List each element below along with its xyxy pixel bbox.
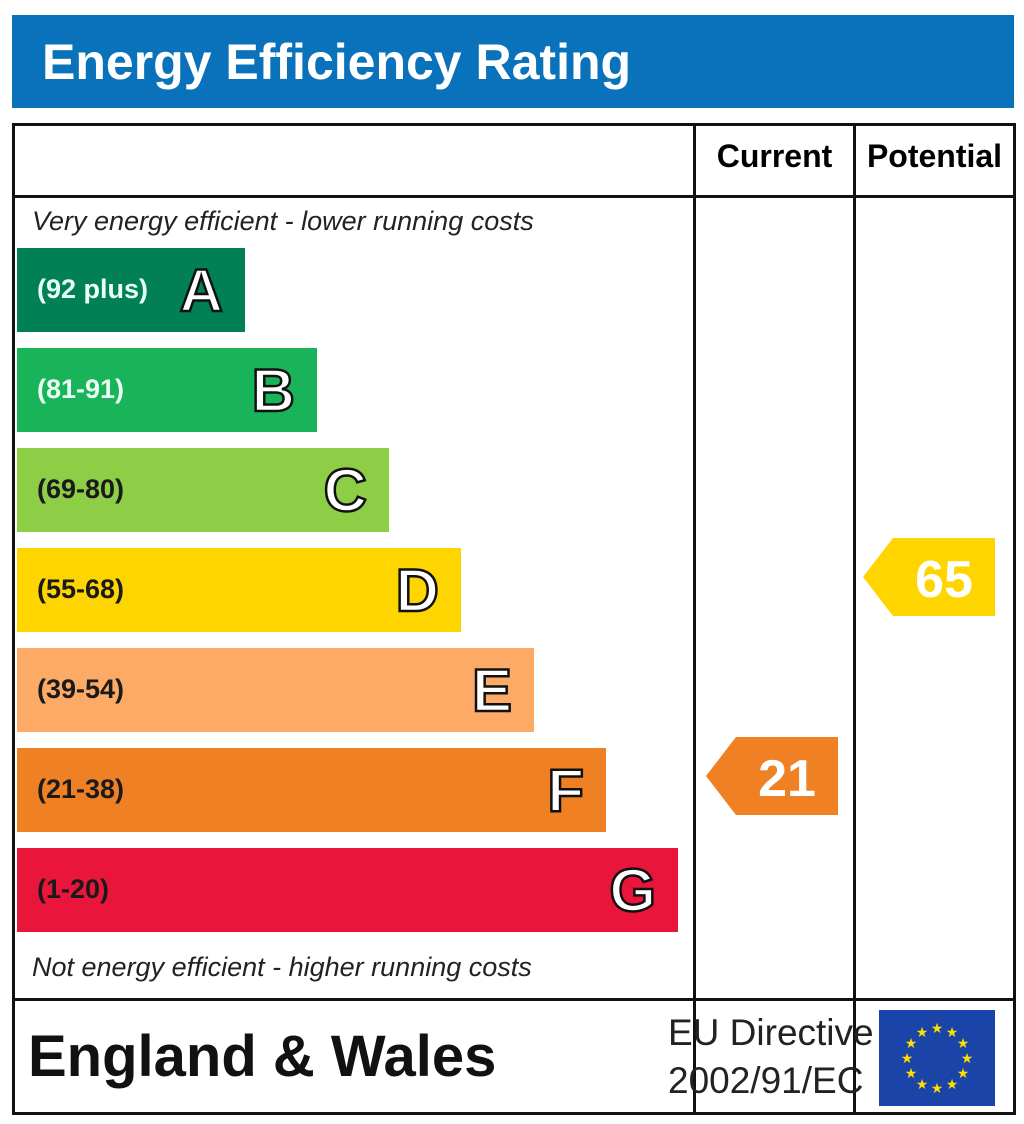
header-divider xyxy=(15,195,1013,198)
star-icon: ★ xyxy=(957,1035,970,1051)
eu-flag-icon: ★ ★ ★ ★ ★ ★ ★ ★ ★ ★ ★ ★ xyxy=(879,1010,995,1106)
star-icon: ★ xyxy=(901,1050,914,1066)
star-icon: ★ xyxy=(931,1080,944,1096)
region-label: England & Wales xyxy=(28,1024,497,1089)
band-range: (21-38) xyxy=(37,774,125,804)
band-letter: B xyxy=(250,356,296,426)
title-bar: Energy Efficiency Rating xyxy=(12,15,1014,108)
star-icon: ★ xyxy=(961,1050,974,1066)
band-f: (21-38) F xyxy=(17,748,606,832)
band-e: (39-54) E xyxy=(17,648,534,732)
star-icon: ★ xyxy=(946,1024,959,1040)
band-a: (92 plus) A xyxy=(17,248,245,332)
band-c: (69-80) C xyxy=(17,448,389,532)
band-letter: D xyxy=(394,556,440,626)
current-rating-value: 21 xyxy=(758,750,816,808)
star-icon: ★ xyxy=(946,1076,959,1092)
potential-rating-arrow: 65 xyxy=(863,538,995,616)
star-icon: ★ xyxy=(916,1076,929,1092)
star-icon: ★ xyxy=(931,1020,944,1036)
band-range: (92 plus) xyxy=(37,274,149,304)
star-icon: ★ xyxy=(905,1065,918,1081)
current-rating-arrow: 21 xyxy=(706,737,838,815)
rating-table: Current Potential Very energy efficient … xyxy=(12,123,1016,1115)
star-icon: ★ xyxy=(916,1024,929,1040)
column-header-potential: Potential xyxy=(866,138,1003,174)
column-divider xyxy=(853,126,856,1112)
column-header-current: Current xyxy=(716,138,833,174)
directive-line1: EU Directive xyxy=(668,1012,874,1053)
band-letter: E xyxy=(471,656,514,726)
band-range: (81-91) xyxy=(37,374,125,404)
band-g: (1-20) G xyxy=(17,848,678,932)
band-range: (1-20) xyxy=(37,874,110,904)
band-d: (55-68) D xyxy=(17,548,461,632)
star-icon: ★ xyxy=(957,1065,970,1081)
top-note: Very energy efficient - lower running co… xyxy=(32,206,534,236)
band-range: (39-54) xyxy=(37,674,125,704)
footer-divider xyxy=(15,998,1013,1001)
band-letter: F xyxy=(546,756,585,826)
band-letter: C xyxy=(322,456,368,526)
directive-line2: 2002/91/EC xyxy=(668,1060,864,1101)
potential-rating-value: 65 xyxy=(915,551,973,609)
band-range: (69-80) xyxy=(37,474,125,504)
band-b: (81-91) B xyxy=(17,348,317,432)
star-icon: ★ xyxy=(905,1035,918,1051)
bottom-note: Not energy efficient - higher running co… xyxy=(32,952,532,982)
chart-title: Energy Efficiency Rating xyxy=(42,34,632,90)
band-letter: G xyxy=(608,856,657,926)
band-range: (55-68) xyxy=(37,574,125,604)
band-letter: A xyxy=(178,256,224,326)
column-divider xyxy=(693,126,696,1112)
